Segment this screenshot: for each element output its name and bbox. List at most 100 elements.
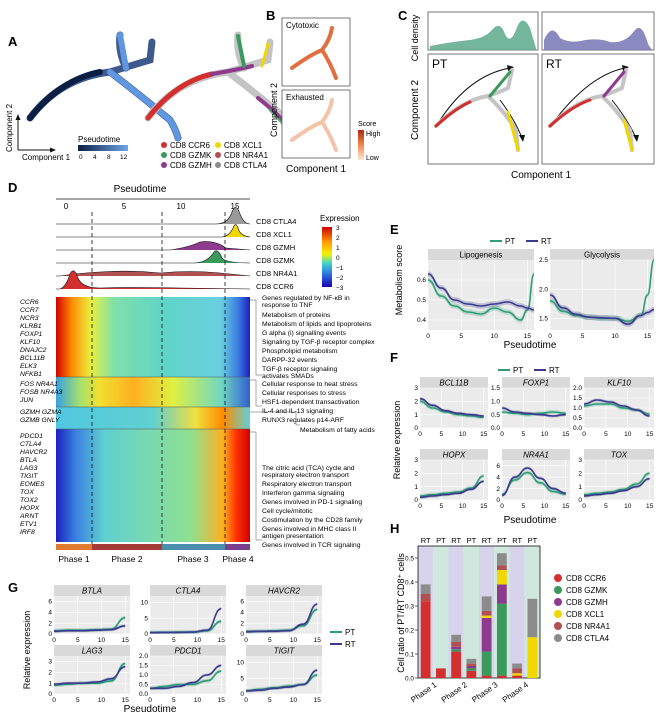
facet-strip (428, 249, 534, 260)
gene-label: HOPX (20, 505, 40, 512)
y-tick-label: 2 (240, 620, 244, 627)
facet-strip (584, 377, 654, 388)
x-tick-label: 10 (459, 503, 467, 510)
x-tick-label: 10 (541, 431, 549, 438)
bar-segment-cd8-gzmh (481, 618, 492, 652)
x-tick-label: 5 (439, 503, 443, 510)
legend-label-pt: PT (505, 237, 515, 246)
y-tick-label: 4 (240, 609, 244, 616)
gene-label: CCR7 (20, 307, 39, 314)
facet-strip (246, 645, 322, 656)
plot-background (502, 388, 570, 428)
y-tick-label: 2.0 (139, 653, 148, 660)
subplot: CTLA4 0 5 10 15 10 5 0 (141, 585, 226, 644)
expression-legend-title: Expression (320, 214, 360, 223)
pathway-label: Costimulation by the CD28 family (262, 517, 363, 524)
bar-top-label: RT (482, 536, 492, 545)
y-tick-label: 0.5 (573, 415, 582, 422)
phase-label-4: Phase 4 (222, 554, 253, 564)
facet-strip (54, 585, 130, 596)
facet-strip (420, 377, 488, 388)
pathway-label: Genes involved in MHC class II (262, 526, 357, 533)
x-tick-label: 0 (582, 503, 586, 510)
legend-label-ccr6: CD8 CCR6 (170, 141, 211, 150)
y-tick-label: 0 (414, 497, 418, 504)
pathway-label: Cell cycle/mitotic (262, 508, 313, 515)
legend-label: CD8 NR4A1 (566, 622, 611, 631)
y-tick-label: 2 (414, 399, 418, 406)
legend-dot (554, 634, 562, 642)
x-tick-label: 15 (314, 697, 322, 704)
y-tick-label: 0 (414, 425, 418, 432)
gene-label: GZMB GNLY (20, 417, 60, 424)
legend-dot-gzmh (161, 162, 167, 168)
pathway-label: Cellular response to heat stress (262, 381, 358, 388)
panel-c-rt-label: RT (546, 57, 562, 71)
bar-segment-cd8-ccr6 (512, 675, 523, 678)
pathway-label: respiratory electron transport (262, 472, 349, 479)
subplot: BTLA 0 5 10 15 6 4 2 0 (48, 585, 130, 644)
bar-top-label: PT (497, 536, 507, 545)
x-tick-label: 5 (604, 431, 608, 438)
pathway-label: Metabolism of lipids and lipoproteins (262, 321, 372, 328)
panel-g-axis-y: Relative expression (22, 611, 32, 690)
y-tick-label: 1 (48, 680, 52, 687)
y-tick-label: 0.0 (491, 425, 500, 432)
y-tick-label: 4 (48, 609, 52, 616)
legend-dot (554, 598, 562, 606)
facet-title: Lipogenesis (460, 251, 503, 260)
y-tick-label: 1 (414, 412, 418, 419)
heatmap-block-1 (56, 297, 250, 377)
y-tick-label: 1 (414, 484, 418, 491)
series-line-rt (583, 477, 650, 497)
x-tick-label: 5 (581, 333, 585, 340)
series-line-rt (549, 294, 655, 325)
gene-label: DNAJC2 (20, 347, 47, 354)
pathway-label: Phospholipid metabolism (262, 348, 338, 355)
pseudotime-tick: 4 (93, 154, 97, 161)
bar-segment-cd8-nr4a1 (512, 668, 523, 674)
subplot: PDCD1 0 5 10 15 2.0 1.5 1.0 0.5 0.0 (139, 645, 226, 704)
x-tick-label: 15 (314, 637, 322, 644)
bar-segment-cd8-ctla4 (496, 553, 507, 566)
ridge-label-nr4a1: CD8 NR4A1 (256, 269, 297, 278)
series-line-rt (501, 467, 566, 497)
x-tick-label: 0 (582, 431, 586, 438)
ridge-label-gzmh: CD8 GZMH (256, 243, 295, 252)
pathway-label: Genes regulated by NF-κB in (262, 295, 350, 302)
y-tick-label: 5 (240, 675, 244, 682)
panel-c-pt-label: PT (432, 57, 448, 71)
x-tick-label: 10 (98, 697, 106, 704)
bar-segment-cd8-gzmh (466, 666, 477, 669)
gene-label: ELK3 (20, 363, 37, 370)
legend-label-rt: RT (549, 366, 560, 375)
subplot: TIGIT 0 5 10 15 10 5 0 (237, 645, 322, 704)
panel-b-exhausted-label: Exhausted (286, 93, 324, 102)
pathway-label: Genes involved in PD-1 signaling (262, 499, 362, 506)
pathway-label: Interferon gamma signaling (262, 490, 345, 497)
pathway-label: G alpha (i) signalling events (262, 330, 346, 337)
x-tick-label: 0 (500, 503, 504, 510)
bar-segment-cd8-gzmk (481, 651, 492, 676)
series-line-rt (245, 603, 318, 633)
bar-segment-cd8-gzmh (496, 584, 507, 604)
bar-segment-cd8-ctla4 (481, 596, 492, 611)
x-tick-label: 5 (172, 637, 176, 644)
x-tick-label: 0 (548, 333, 552, 340)
x-tick-label: 5 (268, 697, 272, 704)
y-tick-label: 0.1 (405, 651, 414, 658)
panel-letter-h: H (390, 521, 399, 536)
x-tick-label: 5 (604, 503, 608, 510)
panel-f-axis-y: Relative expression (392, 401, 402, 480)
x-tick-label: 10 (98, 637, 106, 644)
gene-label: NFKB1 (20, 371, 42, 378)
pseudotime-tick: 12 (120, 154, 128, 161)
x-tick-label: 5 (459, 333, 463, 340)
pathway-label: HSF1-dependent transactivation (262, 399, 360, 406)
y-tick-label: 1.5 (539, 316, 548, 323)
x-tick-label: 10 (459, 431, 467, 438)
x-tick-label: 5 (521, 431, 525, 438)
pathway-label: TGF-β receptor signaling (262, 366, 338, 373)
